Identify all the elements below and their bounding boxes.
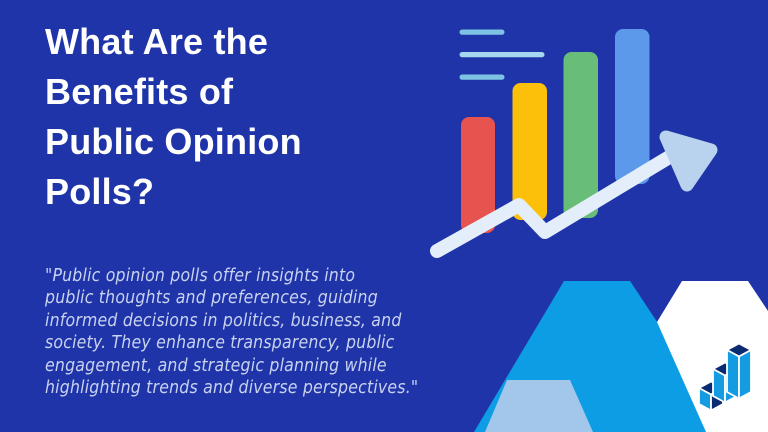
slide-title: What Are the Benefits of Public Opinion … bbox=[45, 17, 302, 217]
title-line: What Are the bbox=[45, 21, 269, 62]
quote-line: engagement, and strategic planning while bbox=[45, 355, 387, 376]
chart-bar-yellow bbox=[512, 83, 547, 220]
trend-arrow-shaft bbox=[430, 146, 683, 258]
dash-line-icon bbox=[459, 29, 505, 35]
quote-line: informed decisions in politics, business… bbox=[45, 310, 402, 331]
hexagon-light-decoration bbox=[485, 380, 593, 432]
quote-line: "Public opinion polls offer insights int… bbox=[45, 266, 356, 286]
chart-bar-blue bbox=[615, 29, 650, 184]
logo-cube-face bbox=[726, 349, 740, 400]
bar-chart-growth-arrow-illustration bbox=[430, 29, 718, 258]
isometric-step-chart-logo bbox=[698, 342, 752, 412]
dash-line-icon bbox=[459, 52, 545, 58]
title-line: Polls? bbox=[45, 171, 155, 212]
chart-bar-green bbox=[563, 52, 598, 218]
logo-cube-face bbox=[712, 368, 726, 404]
dash-line-icon bbox=[459, 74, 505, 80]
logo-cube-side bbox=[738, 349, 752, 400]
quote-line: public thoughts and preferences, guiding bbox=[45, 288, 378, 309]
quote-line: society. They enhance transparency, publ… bbox=[45, 333, 395, 354]
title-line: Benefits of bbox=[45, 71, 234, 112]
trend-arrow-head bbox=[659, 130, 718, 192]
chart-bar-red bbox=[461, 117, 495, 233]
title-line: Public Opinion bbox=[45, 121, 302, 162]
quote-line: highlighting trends and diverse perspect… bbox=[45, 378, 419, 399]
quote-text: "Public opinion polls offer insights int… bbox=[45, 265, 418, 399]
